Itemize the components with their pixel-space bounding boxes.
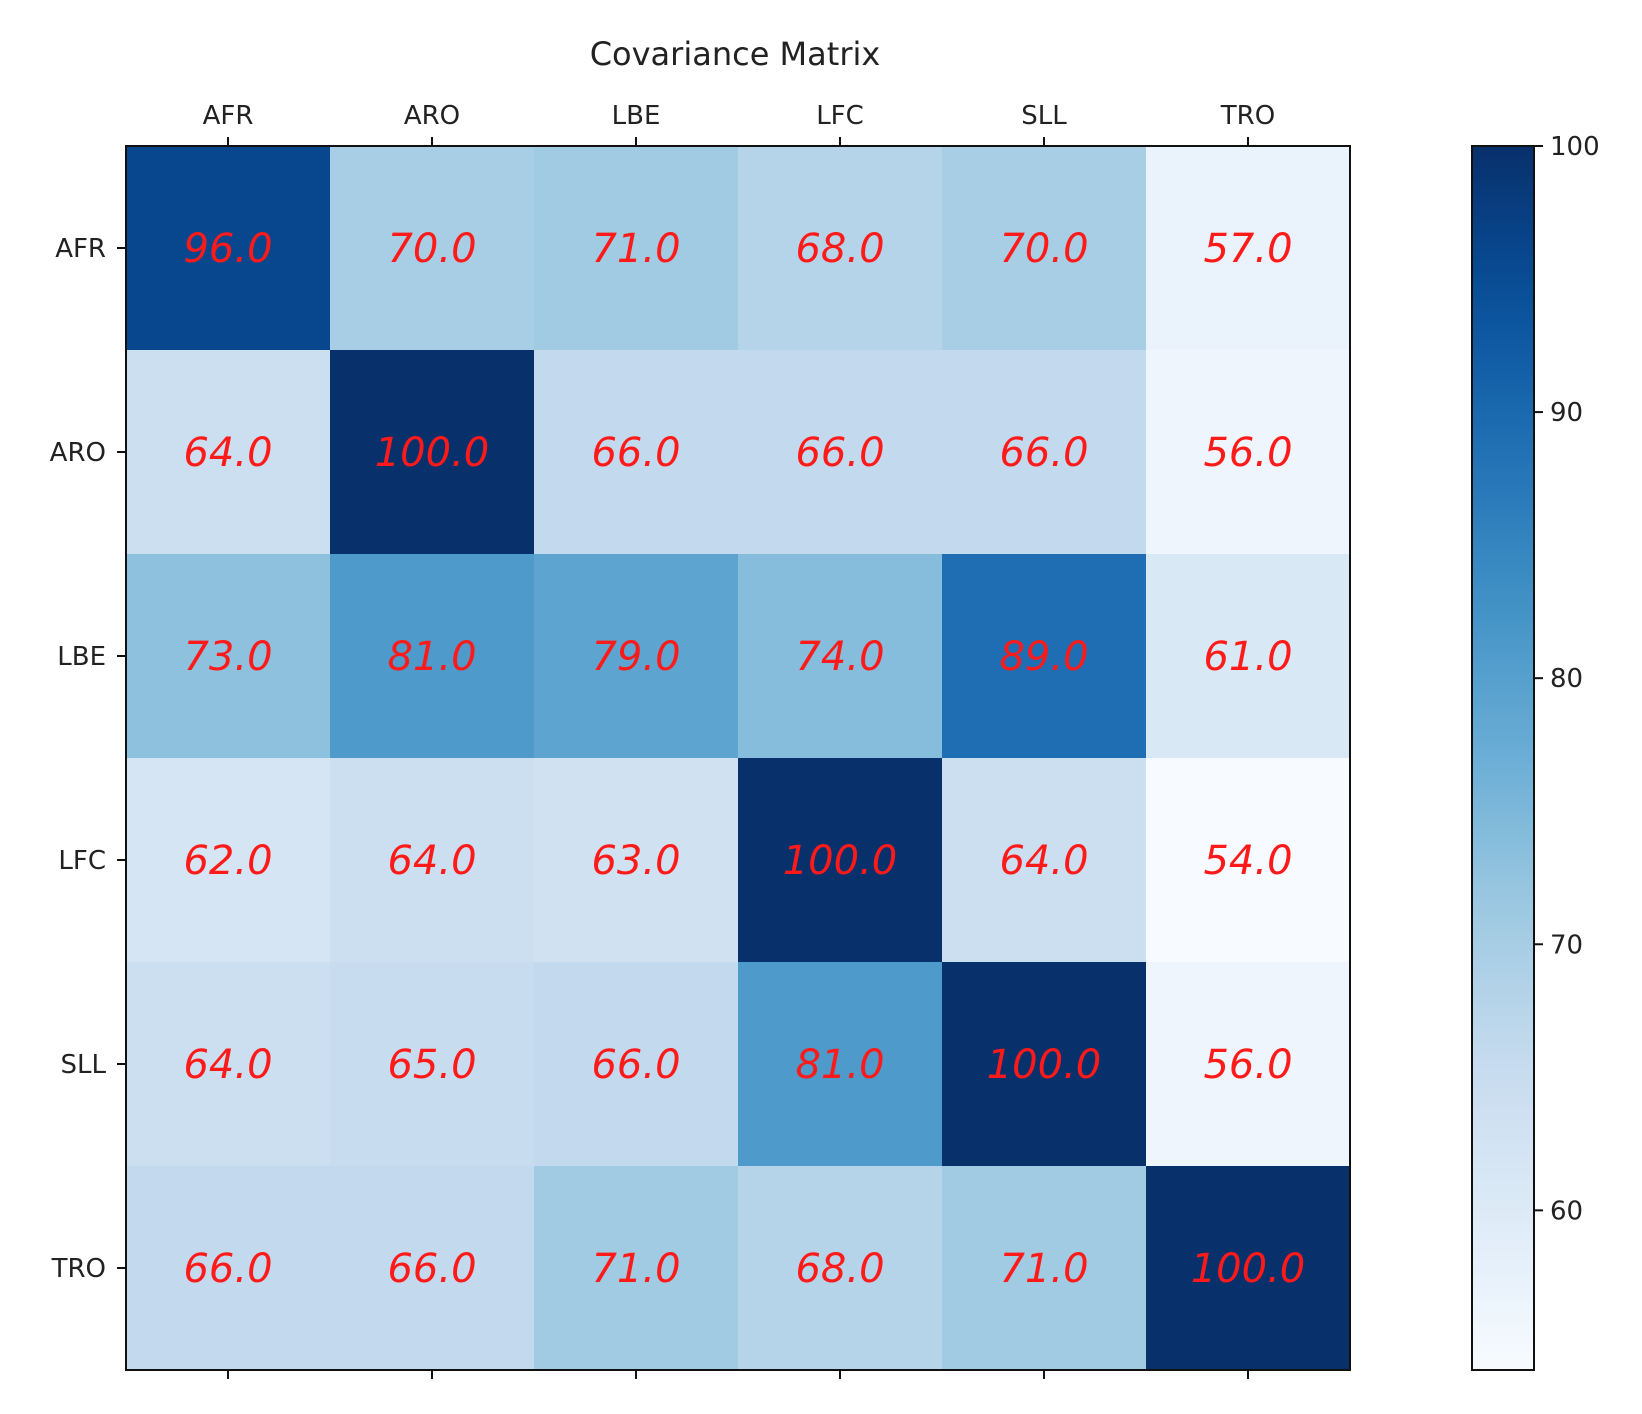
cell-value-label: 70.0 bbox=[999, 226, 1088, 272]
heatmap-cell-tro-lfc bbox=[738, 1166, 942, 1370]
chart-title: Covariance Matrix bbox=[590, 35, 881, 73]
x-tick-label: LFC bbox=[816, 101, 864, 131]
heatmap-cell-tro-tro bbox=[1146, 1166, 1350, 1370]
heatmap-cell-aro-lfc bbox=[738, 350, 942, 554]
colorbar bbox=[1471, 145, 1535, 1371]
heatmap-cell-lbe-sll bbox=[942, 554, 1146, 758]
heatmap-cell-tro-aro bbox=[330, 1166, 534, 1370]
heatmap-cell-tro-lbe bbox=[534, 1166, 738, 1370]
heatmap-cell-sll-tro bbox=[1146, 962, 1350, 1166]
x-tick-label: TRO bbox=[1220, 101, 1275, 131]
x-tick-label: SLL bbox=[1021, 101, 1067, 131]
heatmap-cell-aro-afr bbox=[126, 350, 330, 554]
x-tick-label: AFR bbox=[203, 101, 254, 131]
cell-value-label: 61.0 bbox=[1203, 634, 1292, 680]
heatmap-cell-aro-lbe bbox=[534, 350, 738, 554]
x-axis-top: AFR ARO LBE LFC SLL TRO bbox=[203, 101, 1275, 146]
plot-frame bbox=[125, 145, 1351, 1371]
cell-value-label: 64.0 bbox=[183, 1042, 272, 1088]
heatmap-cell-lfc-sll bbox=[942, 758, 1146, 962]
heatmap-cell-lbe-lfc bbox=[738, 554, 942, 758]
cell-value-label: 56.0 bbox=[1203, 430, 1292, 476]
cell-value-label: 71.0 bbox=[591, 1246, 680, 1292]
colorbar-tick-label: 90 bbox=[1550, 398, 1583, 428]
colorbar-tick-label: 100 bbox=[1550, 132, 1600, 162]
x-axis-bottom bbox=[227, 1370, 1249, 1379]
cell-value-label: 100.0 bbox=[783, 838, 898, 884]
colorbar-ticks: 60 70 80 90 100 bbox=[1534, 132, 1600, 1226]
heatmap-cell-aro-sll bbox=[942, 350, 1146, 554]
cell-value-label: 65.0 bbox=[387, 1042, 476, 1088]
cell-value-label: 89.0 bbox=[999, 634, 1088, 680]
cell-value-label: 74.0 bbox=[795, 634, 884, 680]
cell-value-label: 71.0 bbox=[999, 1246, 1088, 1292]
cell-value-label: 63.0 bbox=[591, 838, 680, 884]
cell-value-label: 100.0 bbox=[1191, 1246, 1306, 1292]
heatmap-cell-afr-afr bbox=[126, 146, 330, 350]
heatmap-cell-afr-tro bbox=[1146, 146, 1350, 350]
heatmap-cell-lbe-aro bbox=[330, 554, 534, 758]
cell-value-label: 68.0 bbox=[795, 1246, 884, 1292]
heatmap-cell-afr-lbe bbox=[534, 146, 738, 350]
cell-value-label: 66.0 bbox=[387, 1246, 476, 1292]
cell-value-label: 64.0 bbox=[387, 838, 476, 884]
cell-value-label: 81.0 bbox=[387, 634, 476, 680]
heatmap-cells bbox=[126, 146, 1350, 1370]
cell-value-label: 71.0 bbox=[591, 226, 680, 272]
cell-value-label: 54.0 bbox=[1203, 838, 1292, 884]
cell-value-label: 66.0 bbox=[795, 430, 884, 476]
heatmap-cell-sll-aro bbox=[330, 962, 534, 1166]
cell-value-label: 68.0 bbox=[795, 226, 884, 272]
cell-value-label: 79.0 bbox=[591, 634, 680, 680]
colorbar-tick-label: 70 bbox=[1550, 930, 1583, 960]
heatmap-cell-lfc-tro bbox=[1146, 758, 1350, 962]
y-tick-label: AFR bbox=[55, 234, 106, 264]
heatmap-cell-afr-aro bbox=[330, 146, 534, 350]
heatmap-cell-labels: 96.0 70.0 71.0 68.0 70.0 57.0 64.0 100.0 66.0 66.… bbox=[183, 226, 1305, 1292]
colorbar-tick-label: 80 bbox=[1550, 664, 1583, 694]
heatmap-cell-tro-sll bbox=[942, 1166, 1146, 1370]
cell-value-label: 62.0 bbox=[183, 838, 272, 884]
y-tick-label: ARO bbox=[50, 438, 106, 468]
cell-value-label: 56.0 bbox=[1203, 1042, 1292, 1088]
y-axis: AFR ARO LBE LFC SLL TRO bbox=[50, 234, 126, 1284]
cell-value-label: 66.0 bbox=[591, 1042, 680, 1088]
cell-value-label: 66.0 bbox=[999, 430, 1088, 476]
cell-value-label: 73.0 bbox=[183, 634, 272, 680]
heatmap-cell-lbe-afr bbox=[126, 554, 330, 758]
heatmap-cell-afr-lfc bbox=[738, 146, 942, 350]
heatmap-cell-aro-aro bbox=[330, 350, 534, 554]
cell-value-label: 57.0 bbox=[1203, 226, 1292, 272]
heatmap-cell-sll-afr bbox=[126, 962, 330, 1166]
cell-value-label: 70.0 bbox=[387, 226, 476, 272]
x-tick-label: ARO bbox=[404, 101, 460, 131]
heatmap-cell-lfc-aro bbox=[330, 758, 534, 962]
heatmap-cell-lfc-lfc bbox=[738, 758, 942, 962]
heatmap-cell-lbe-lbe bbox=[534, 554, 738, 758]
cell-value-label: 66.0 bbox=[591, 430, 680, 476]
y-tick-label: LBE bbox=[57, 642, 106, 672]
cell-value-label: 64.0 bbox=[999, 838, 1088, 884]
heatmap-cell-lbe-tro bbox=[1146, 554, 1350, 758]
heatmap-cell-sll-lbe bbox=[534, 962, 738, 1166]
x-tick-label: LBE bbox=[612, 101, 661, 131]
heatmap-cell-sll-lfc bbox=[738, 962, 942, 1166]
y-tick-label: SLL bbox=[61, 1050, 107, 1080]
cell-value-label: 81.0 bbox=[795, 1042, 884, 1088]
heatmap-cell-afr-sll bbox=[942, 146, 1146, 350]
heatmap-cell-lfc-lbe bbox=[534, 758, 738, 962]
y-tick-label: TRO bbox=[51, 1254, 106, 1284]
cell-value-label: 66.0 bbox=[183, 1246, 272, 1292]
y-tick-label: LFC bbox=[58, 846, 106, 876]
heatmap-cell-lfc-afr bbox=[126, 758, 330, 962]
heatmap-cell-sll-sll bbox=[942, 962, 1146, 1166]
cell-value-label: 100.0 bbox=[987, 1042, 1102, 1088]
cell-value-label: 100.0 bbox=[375, 430, 490, 476]
cell-value-label: 64.0 bbox=[183, 430, 272, 476]
heatmap-cell-aro-tro bbox=[1146, 350, 1350, 554]
cell-value-label: 96.0 bbox=[183, 226, 272, 272]
heatmap-cell-tro-afr bbox=[126, 1166, 330, 1370]
colorbar-tick-label: 60 bbox=[1550, 1196, 1583, 1226]
